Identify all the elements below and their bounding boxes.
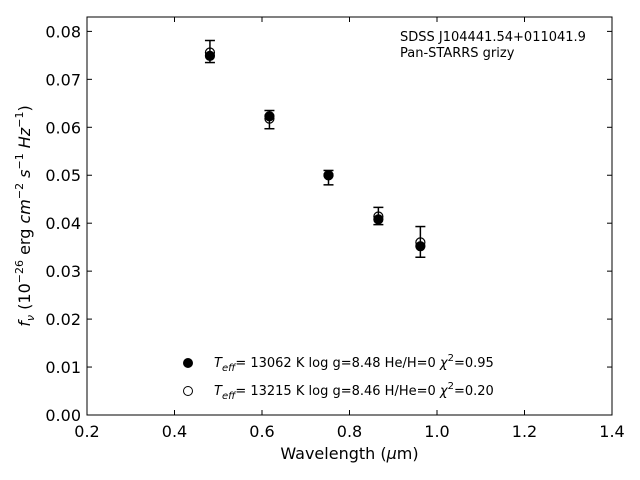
y-axis-label: fν (10−26 erg cm−2 s−1 Hz−1): [13, 105, 37, 326]
legend: Teff= 13062 K log g=8.48 He/H=0 χ2=0.95 …: [183, 353, 494, 402]
x-tick-label: 0.8: [337, 422, 362, 441]
legend-1-rest: = 13215 K log g=8.46 H/He=0: [235, 384, 440, 399]
y-tick-label: 0.01: [45, 358, 81, 377]
y-label-s: s: [15, 170, 34, 183]
legend-entry-helium: Teff= 13062 K log g=8.48 He/H=0 χ2=0.95: [214, 353, 494, 374]
x-axis-label-unit: m): [397, 444, 419, 463]
y-tick-label: 0.04: [45, 214, 81, 233]
y-label-exp1: −26: [13, 260, 26, 283]
data-point-open: [204, 47, 216, 58]
data-point-open: [323, 170, 334, 181]
y-label-exp4: −1: [13, 112, 26, 128]
y-label-a: (10: [15, 283, 34, 315]
legend-marker-open: [183, 386, 193, 396]
legend-marker-filled: [183, 358, 193, 368]
data-point-filled: [373, 214, 384, 225]
x-tick-label: 1.4: [599, 422, 624, 441]
x-axis-label-main: Wavelength (: [280, 444, 386, 463]
y-tick-label: 0.07: [45, 70, 81, 89]
legend-1-end: =0.20: [454, 384, 494, 399]
y-tick-label: 0.03: [45, 262, 81, 281]
data-point-open: [373, 211, 384, 222]
legend-entry-hydrogen: Teff= 13215 K log g=8.46 H/He=0 χ2=0.20: [214, 381, 494, 402]
y-tick-label: 0.00: [45, 406, 81, 425]
y-label-exp3: −1: [13, 153, 26, 169]
y-axis-ticks: 0.00 0.01 0.02 0.03 0.04 0.05 0.06 0.07 0.08: [45, 22, 612, 425]
legend-0-chi: χ: [439, 356, 449, 371]
y-label-nu: ν: [24, 315, 37, 321]
legend-1-sup: 2: [448, 381, 454, 392]
legend-0-eff: eff: [222, 363, 237, 374]
y-tick-label: 0.06: [45, 118, 81, 137]
x-tick-label: 0.6: [249, 422, 274, 441]
x-tick-label: 0.4: [162, 422, 187, 441]
y-label-b: erg: [15, 224, 34, 260]
x-tick-label: 1.0: [424, 422, 449, 441]
x-axis-label-mu: μ: [386, 444, 397, 463]
data-layer: [204, 39, 426, 258]
x-tick-label: 0.2: [74, 422, 99, 441]
x-axis-label: Wavelength (μm): [280, 444, 418, 463]
y-tick-label: 0.08: [45, 22, 81, 41]
legend-1-eff: eff: [222, 391, 237, 402]
legend-0-rest: = 13062 K log g=8.48 He/H=0: [235, 356, 440, 371]
y-label-cm: cm: [15, 199, 34, 223]
data-point-filled: [204, 50, 216, 61]
y-tick-label: 0.02: [45, 310, 81, 329]
y-label-f: f: [15, 319, 34, 327]
x-tick-label: 1.2: [512, 422, 537, 441]
legend-1-chi: χ: [439, 384, 449, 399]
data-point-open: [264, 113, 275, 124]
legend-1-T: T: [214, 384, 223, 399]
object-name-annotation: SDSS J104441.54+011041.9: [400, 30, 586, 45]
data-point-open: [415, 237, 426, 248]
x-axis-ticks: 0.2 0.4 0.6 0.8 1.0 1.2 1.4: [74, 17, 625, 441]
y-label-hz: Hz: [15, 127, 34, 153]
y-label-close: ): [15, 105, 34, 111]
y-label-exp2: −2: [13, 183, 26, 199]
y-tick-label: 0.05: [45, 166, 81, 185]
photometry-annotation: Pan-STARRS grizy: [400, 46, 515, 61]
legend-0-sup: 2: [448, 353, 454, 364]
data-point-filled: [415, 241, 426, 252]
legend-0-end: =0.95: [454, 356, 494, 371]
legend-0-T: T: [214, 356, 223, 371]
